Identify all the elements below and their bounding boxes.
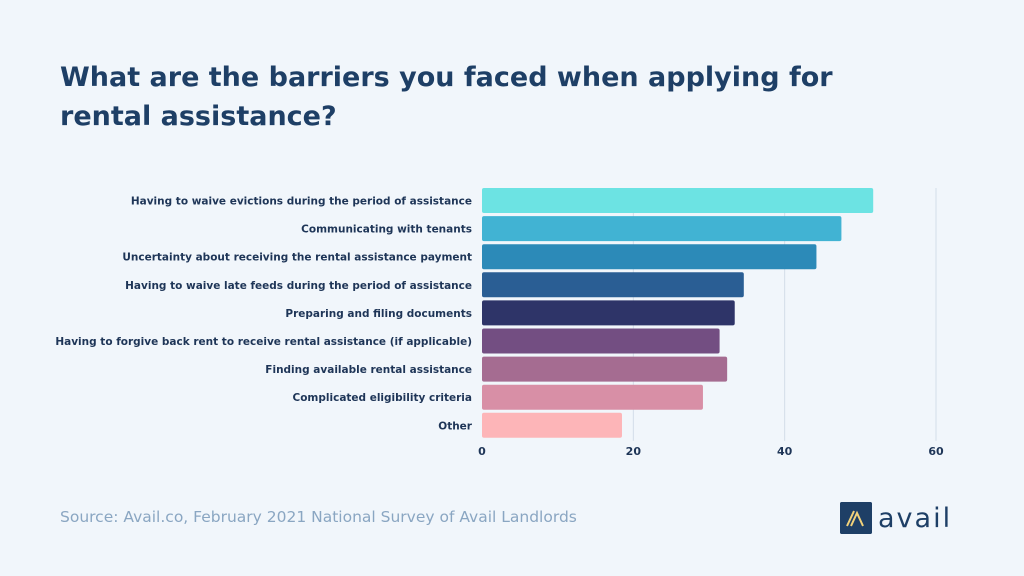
bar [482, 216, 842, 242]
bar [482, 188, 874, 213]
category-label: Finding available rental assistance [265, 364, 472, 376]
category-label: Having to waive late feeds during the pe… [125, 280, 472, 292]
bar [482, 412, 622, 438]
category-label: Communicating with tenants [301, 224, 472, 236]
category-label: Complicated eligibility criteria [293, 392, 472, 404]
x-tick-label: 40 [777, 445, 793, 458]
category-label: Having to waive evictions during the per… [131, 196, 472, 208]
x-tick-label: 20 [626, 445, 642, 458]
avail-logo-mark-icon [840, 502, 872, 534]
bar-chart: 0 20 40 60 Having to waive evictions during … [55, 188, 944, 458]
bar [482, 272, 744, 298]
category-label: Uncertainty about receiving the rental a… [122, 252, 472, 264]
category-label: Other [438, 420, 473, 432]
bar [482, 384, 703, 410]
category-label: Preparing and filing documents [285, 308, 472, 320]
chart-title: What are the barriers you faced when app… [60, 62, 833, 132]
bar [482, 328, 720, 354]
avail-logo-text: avail [878, 502, 953, 534]
x-tick-label: 0 [478, 445, 486, 458]
bar [482, 300, 735, 326]
source-note: Source: Avail.co, February 2021 National… [60, 508, 577, 526]
category-label: Having to forgive back rent to receive r… [55, 336, 472, 348]
x-tick-label: 60 [928, 445, 944, 458]
bar [482, 244, 817, 270]
bar [482, 356, 728, 382]
avail-logo: avail [840, 502, 952, 534]
